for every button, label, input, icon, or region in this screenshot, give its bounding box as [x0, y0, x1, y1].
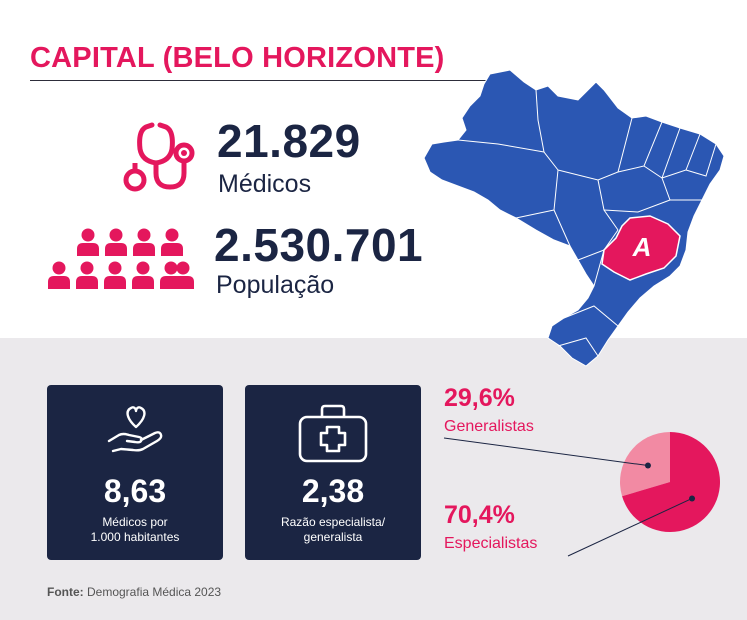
person-glyph [105, 228, 127, 256]
person-glyph [48, 261, 70, 289]
person-glyph [104, 261, 126, 289]
generalists-label: Generalistas [444, 418, 534, 435]
card-label-line: Razão especialista/ [280, 515, 386, 529]
leader-dot [644, 462, 651, 469]
doctors-count: 21.829 [217, 115, 361, 167]
source-text: Demografia Médica 2023 [87, 585, 222, 599]
pie-chart [443, 432, 720, 557]
leader-line [567, 497, 693, 557]
state-borders [457, 89, 717, 357]
minas-gerais-region [601, 215, 681, 281]
person-glyph [133, 228, 155, 256]
card-label: Razão especialista/ generalista [245, 515, 421, 545]
leader-dot [689, 495, 696, 502]
page-title: CAPITAL (BELO HORIZONTE) [30, 42, 445, 74]
pie-slice-generalistas [620, 432, 670, 497]
card-value: 2,38 [301, 473, 365, 509]
card-value: 8,63 [103, 473, 167, 509]
doctors-label: Médicos [218, 170, 312, 198]
card-label: Médicos por 1.000 habitantes [47, 515, 223, 545]
person-glyph [76, 261, 98, 289]
leader-line [443, 437, 649, 467]
population-label: População [216, 271, 335, 299]
person-glyph [161, 228, 183, 256]
person-glyph [132, 261, 154, 289]
source-prefix: Fonte: [47, 585, 84, 599]
heart-hand-icon [107, 406, 163, 453]
person-glyph [172, 261, 194, 289]
generalists-percent: 29,6% [444, 384, 515, 412]
pie-slice-especialistas [622, 432, 720, 532]
title-divider [30, 80, 492, 81]
stethoscope-icon [123, 122, 195, 192]
card-label-line: Médicos por [102, 515, 168, 529]
specialists-label: Especialistas [444, 535, 538, 552]
brazil-outline [423, 69, 725, 367]
brazil-map: A [423, 69, 725, 367]
person-glyph [77, 228, 99, 256]
doctors-per-thousand-card: 8,63 Médicos por 1.000 habitantes [47, 385, 223, 560]
map-marker-letter: A [632, 232, 652, 262]
medical-kit-icon [298, 404, 368, 463]
specialists-percent: 70,4% [444, 501, 515, 529]
specialist-ratio-card: 2,38 Razão especialista/ generalista [245, 385, 421, 560]
people-icon [48, 228, 194, 289]
card-label-line: 1.000 habitantes [90, 530, 180, 544]
population-count: 2.530.701 [214, 219, 424, 271]
source-note: Fonte: Demografia Médica 2023 [47, 585, 221, 599]
card-label-line: generalista [303, 530, 363, 544]
